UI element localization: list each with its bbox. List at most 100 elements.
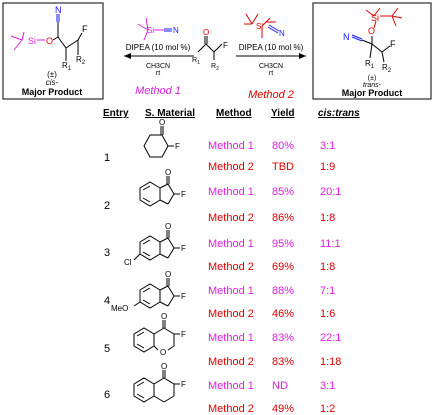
method2-catalyst: DIPEA (10 mol %) (239, 43, 304, 52)
header-starting-material: S. Material (145, 108, 196, 119)
method-cell: Method 1 (208, 238, 254, 250)
method-cell: Method 1 (208, 285, 254, 297)
ratio-cell: 1:6 (320, 308, 336, 320)
yield-cell: 88% (272, 285, 295, 297)
yield-cell: 49% (272, 403, 295, 415)
entry3-chlorine-label: Cl (124, 258, 132, 267)
ratio-cell: 20:1 (320, 186, 342, 198)
cis-r1-label: R1 (62, 61, 72, 72)
yield-cell: ND (272, 380, 288, 392)
tmscn-nitrile (164, 28, 172, 32)
entry5-fluorine-label: F (181, 330, 186, 339)
entry-number: 6 (103, 389, 111, 401)
method1-temperature: rt (156, 70, 160, 77)
entry-number: 4 (103, 295, 111, 307)
ratio-cell: 11:1 (320, 238, 341, 250)
method-cell: Method 2 (208, 356, 254, 368)
tbscn-n-label: N (279, 29, 285, 38)
ratio-cell: 1:8 (320, 212, 336, 224)
cis-si-label: Si (28, 36, 36, 46)
cis-backbone (52, 22, 83, 61)
material-entry-6 (133, 370, 180, 403)
material-entry-1: O F (143, 118, 180, 158)
yield-cell: TBD (272, 161, 294, 173)
method1-arrowhead (124, 53, 131, 59)
cis-oxygen-label: O (46, 36, 53, 46)
yield-cell: 83% (272, 356, 295, 368)
trans-oxygen-label: O (368, 26, 375, 36)
entry2-fluorine-label: F (181, 190, 186, 199)
trans-backbone (361, 36, 391, 63)
cis-tms-group (10, 31, 25, 51)
entry-number: 3 (103, 247, 111, 259)
header-method: Method (216, 108, 252, 119)
cis-nitrile-n-label: N (55, 5, 62, 15)
entry-number: 1 (103, 152, 111, 164)
method-cell: Method 1 (208, 186, 254, 198)
entry6-oxygen-label: O (161, 362, 167, 371)
material-entry-5 (133, 320, 180, 353)
method1-label: Method 1 (135, 85, 181, 97)
ketone-fluorine-label: F (223, 41, 228, 50)
tmscn-n-label: N (173, 26, 179, 35)
entry2-oxygen-label: O (165, 168, 171, 177)
header-cis-trans: cis:trans (318, 108, 360, 119)
trans-product-panel: Si O N F R1 R2 (±) trans- Major Product (312, 2, 432, 100)
yield-cell: 95% (272, 238, 295, 250)
ratio-cell: 1:18 (320, 356, 342, 368)
method1-solvent: CH3CN (146, 63, 170, 70)
method-cell: Method 1 (208, 140, 254, 152)
method2-arrow-group: Si N DIPEA (10 mol %) CH3CN rt Method 2 (236, 13, 306, 101)
entry5-ring-oxygen-label: O (160, 348, 166, 357)
entry-number: 2 (103, 200, 111, 212)
tbscn-si-label: Si (256, 22, 263, 31)
ratio-cell: 1:2 (320, 403, 336, 415)
cis-nitrile (56, 14, 60, 22)
method-cell: Method 2 (208, 212, 254, 224)
cis-r2-label: R2 (76, 55, 86, 66)
tbscn-reagent (244, 13, 276, 38)
cis-racemic-note: (±) (47, 70, 57, 79)
yield-cell: 83% (272, 332, 295, 344)
yield-cell: 86% (272, 212, 295, 224)
ketone-r1-label: R1 (192, 57, 200, 66)
ketone-r2-label: R2 (211, 63, 219, 72)
entry1-fluorine-label: F (175, 142, 180, 151)
cis-product-box (2, 2, 104, 100)
tbscn-nitrile (267, 24, 280, 34)
yield-cell: 85% (272, 186, 295, 198)
ratio-cell: 3:1 (320, 140, 336, 152)
ratio-cell: 1:9 (320, 161, 336, 173)
method2-temperature: rt (269, 70, 273, 77)
yield-cell: 46% (272, 308, 295, 320)
yield-cell: 69% (272, 261, 295, 273)
method1-catalyst: DIPEA (10 mol %) (126, 43, 191, 52)
method-cell: Method 2 (208, 403, 254, 415)
ratio-cell: 22:1 (320, 332, 342, 344)
tmscn-reagent (137, 17, 164, 41)
ratio-cell: 1:8 (320, 261, 336, 273)
method1-arrow-group: Si N DIPEA (10 mol %) CH3CN rt Method 1 (124, 17, 194, 97)
method2-solvent: CH3CN (259, 63, 283, 70)
trans-nitrile-n-label: N (343, 32, 350, 42)
cis-descriptor: cis- (46, 78, 59, 87)
cis-product-panel: Si O N F R1 R2 (±) cis- Major Product (2, 2, 104, 100)
trans-major-product-label: Major Product (342, 88, 403, 98)
trans-nitrile (351, 34, 363, 42)
entry-number: 5 (103, 343, 111, 355)
entry3-fluorine-label: F (181, 244, 186, 253)
tmscn-si-label: Si (147, 26, 154, 35)
trans-si-label: Si (371, 13, 379, 23)
method-cell: Method 2 (208, 261, 254, 273)
ratio-cell: 7:1 (320, 285, 336, 297)
entry6-fluorine-label: F (181, 380, 186, 389)
method-cell: Method 1 (208, 380, 254, 392)
entry4-fluorine-label: F (181, 292, 186, 301)
trans-r2-label: R2 (382, 63, 392, 74)
material-entry-4 (133, 278, 180, 309)
material-entry-2 (139, 176, 180, 207)
entry4-oxygen-label: O (165, 270, 171, 279)
header-yield: Yield (271, 108, 295, 119)
trans-tbs-group (365, 7, 403, 29)
entry4-methoxy-label: MeO (111, 304, 128, 313)
